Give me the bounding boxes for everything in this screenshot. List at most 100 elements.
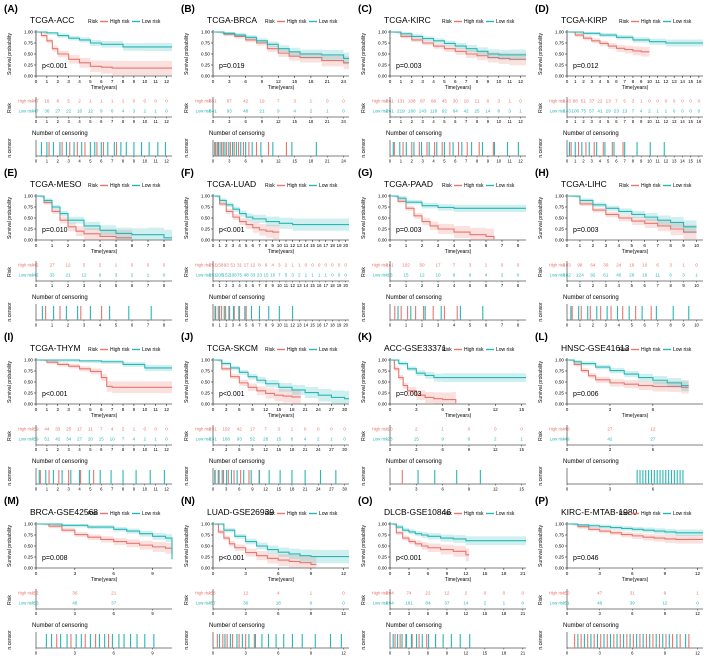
- y-tick-label: 0.50: [24, 52, 33, 57]
- y-axis-title: Survival probability: [7, 33, 13, 75]
- km-panel-svg: (J) TCGA-SKCM Risk High risk Low risk 0.00 0.2…: [181, 332, 349, 492]
- risk-count-high: 39: [603, 263, 609, 268]
- risk-x-tick-label: 4: [599, 119, 602, 124]
- x-tick-label: 9: [468, 407, 471, 412]
- risk-count-low: 42: [607, 437, 613, 442]
- risk-x-tick-label: 3: [67, 447, 70, 452]
- censor-x-tick-label: 9: [682, 323, 685, 328]
- censor-x-tick-label: 2: [67, 323, 70, 328]
- risk-count-low: 108: [229, 273, 237, 278]
- x-tick-label: 7: [623, 79, 626, 84]
- x-tick-label: 2: [421, 243, 424, 248]
- censor-x-tick-label: 5: [443, 159, 446, 164]
- risk-x-tick-label: 16: [697, 119, 702, 124]
- risk-count-low: 52: [250, 437, 256, 442]
- x-tick-label: 1: [400, 79, 403, 84]
- risk-count-low: 7: [122, 437, 125, 442]
- panel-letter: (K): [358, 332, 372, 343]
- ci-band-high: [213, 524, 317, 568]
- x-tick-label: 5: [89, 79, 92, 84]
- risk-count-high: 11: [475, 99, 480, 104]
- censor-x-tick-label: 8: [517, 323, 520, 328]
- x-tick-label: 0: [389, 243, 392, 248]
- km-panel-svg: (A) TCGA-ACC Risk High risk Low risk 0.00 0.25…: [4, 4, 172, 164]
- risk-count-low: 0: [681, 109, 684, 114]
- risk-x-tick-label: 2: [225, 283, 228, 288]
- y-tick-label: 0.00: [24, 566, 33, 571]
- risk-count-low: 51: [564, 601, 570, 606]
- x-tick-label: 3: [437, 243, 440, 248]
- x-tick-label: 6: [485, 243, 488, 248]
- censor-x-tick-label: 10: [277, 323, 282, 328]
- km-panel-svg: (I) TCGA-THYM Risk High risk Low risk 0.00 0.2…: [4, 332, 172, 492]
- censor-x-tick-label: 10: [496, 159, 501, 164]
- risk-count-low: 9: [100, 109, 103, 114]
- risk-count-high: 2: [285, 263, 288, 268]
- risk-count-low: 8: [291, 437, 294, 442]
- y-tick-label: 0.25: [24, 391, 33, 396]
- risk-x-tick-label: 6: [454, 119, 457, 124]
- survival-curve-high: [567, 31, 650, 53]
- risk-count-low: 8: [498, 109, 501, 114]
- censor-x-tick-label: 20: [343, 323, 348, 328]
- risk-x-tick-label: 5: [89, 119, 92, 124]
- ci-band-high: [390, 196, 494, 240]
- censor-x-tick-label: 12: [493, 487, 498, 492]
- censor-x-tick-label: 0: [35, 323, 38, 328]
- panel-letter: (G): [358, 168, 372, 179]
- censor-x-tick-label: 8: [265, 323, 268, 328]
- risk-count-high: 52: [33, 591, 39, 596]
- censor-x-tick-label: 3: [225, 487, 228, 492]
- risk-count-high: 74: [406, 591, 412, 596]
- censor-x-tick-label: 8: [122, 159, 125, 164]
- x-tick-label: 5: [630, 243, 633, 248]
- ci-band-high: [213, 196, 280, 240]
- risk-count-high: 1: [640, 99, 643, 104]
- panel-title: HNSC-GSE41613: [561, 343, 630, 353]
- ci-band-low: [567, 360, 689, 392]
- censor-title: Number of censoring: [32, 131, 88, 137]
- risk-count-high: 1: [133, 427, 136, 432]
- risk-row-low-label: Low risk: [550, 437, 566, 442]
- censor-x-tick-label: 2: [57, 487, 60, 492]
- legend-high-label: High risk: [287, 183, 307, 189]
- ci-band-low: [36, 196, 172, 240]
- risk-x-tick-label: 3: [232, 283, 235, 288]
- y-tick-label: 0.25: [24, 63, 33, 68]
- ci-band-high: [36, 32, 172, 76]
- x-tick-label: 12: [263, 407, 269, 412]
- risk-x-tick-label: 10: [496, 119, 501, 124]
- risk-count-high: 0: [144, 99, 147, 104]
- risk-x-tick-label: 5: [245, 283, 248, 288]
- survival-curve-low: [390, 359, 526, 379]
- risk-x-tick-label: 9: [682, 283, 685, 288]
- x-tick-label: 6: [427, 571, 430, 576]
- risk-x-tick-label: 21: [325, 119, 330, 124]
- legend-high-label: High risk: [641, 19, 661, 25]
- x-tick-label: 4: [238, 243, 241, 248]
- risk-row-low-label: Low risk: [19, 109, 35, 114]
- y-axis-title: Survival probability: [538, 33, 544, 75]
- survival-curve-high: [36, 359, 172, 388]
- survival-curve-low: [567, 195, 697, 228]
- censor-x-tick-label: 6: [615, 159, 618, 164]
- censor-x-tick-label: 6: [100, 487, 103, 492]
- risk-x-tick-label: 0: [566, 447, 569, 452]
- risk-x-tick-label: 1: [218, 283, 221, 288]
- risk-count-low: 0: [689, 109, 692, 114]
- risk-count-low: 2: [144, 437, 147, 442]
- risk-count-high: 2: [78, 99, 81, 104]
- risk-count-low: 4: [293, 109, 296, 114]
- censor-x-tick-label: 24: [316, 487, 321, 492]
- y-tick-label: 0.00: [201, 566, 210, 571]
- censor-x-tick-label: 10: [142, 487, 147, 492]
- risk-x-tick-label: 12: [341, 611, 346, 616]
- risk-x-tick-label: 0: [35, 447, 38, 452]
- x-tick-label: 11: [153, 407, 158, 412]
- legend: Risk High risk Low risk: [265, 183, 338, 189]
- p-value: p<0.001: [219, 227, 245, 234]
- censor-x-tick-label: 0: [566, 323, 569, 328]
- risk-x-tick-label: 3: [67, 119, 70, 124]
